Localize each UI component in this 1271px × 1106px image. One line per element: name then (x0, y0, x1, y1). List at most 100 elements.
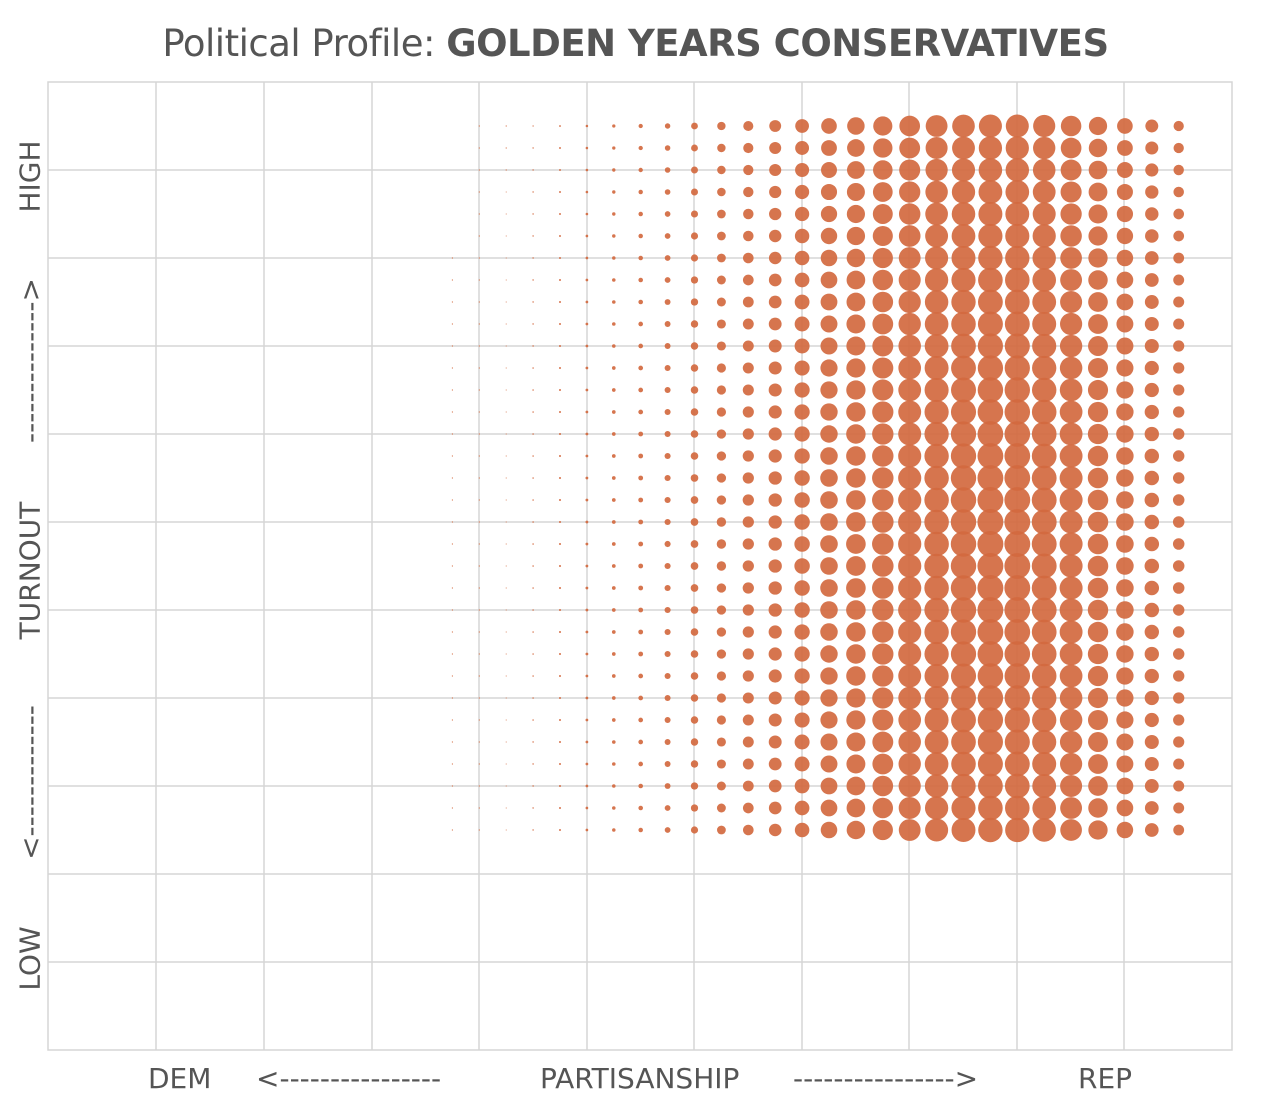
data-point (924, 356, 949, 380)
data-point (898, 334, 921, 358)
data-point (898, 488, 922, 512)
data-point (558, 740, 562, 744)
data-point (1144, 273, 1159, 287)
data-point (846, 183, 865, 201)
data-point (924, 685, 949, 711)
data-point (820, 381, 838, 399)
data-point (559, 829, 561, 831)
data-point (717, 143, 726, 153)
data-point (1173, 692, 1185, 704)
data-point (585, 542, 589, 546)
data-point (1117, 118, 1133, 134)
data-point (532, 543, 534, 545)
data-point (585, 212, 589, 216)
data-point (612, 806, 616, 810)
data-point (1032, 818, 1056, 842)
data-point (505, 543, 507, 545)
data-point (846, 578, 866, 598)
data-point (1116, 711, 1134, 729)
data-point (1173, 318, 1185, 330)
data-point (1173, 758, 1185, 770)
data-point (978, 795, 1003, 821)
data-point (1144, 823, 1159, 837)
data-point (1032, 333, 1057, 359)
data-point (977, 421, 1004, 447)
data-point (951, 355, 976, 381)
data-point (664, 365, 671, 371)
data-point (977, 333, 1003, 359)
data-point (925, 818, 949, 842)
data-point (924, 377, 949, 403)
data-point (872, 357, 894, 379)
data-point (795, 162, 810, 178)
data-point (899, 115, 921, 137)
data-point (768, 669, 782, 683)
data-point (716, 473, 727, 483)
data-point (820, 183, 838, 201)
data-point (611, 366, 616, 370)
data-point (794, 470, 810, 486)
data-point (1004, 729, 1030, 755)
data-point (742, 604, 754, 616)
data-point (1059, 708, 1083, 732)
data-point (451, 807, 453, 809)
data-point (585, 256, 589, 260)
dot-layer (451, 114, 1185, 843)
data-point (451, 697, 453, 699)
data-point (977, 575, 1004, 601)
data-point (451, 477, 453, 479)
data-point (794, 316, 810, 332)
data-point (1004, 751, 1030, 777)
data-point (899, 137, 921, 159)
data-point (532, 477, 534, 479)
data-point (768, 405, 782, 419)
data-point (612, 256, 616, 260)
data-point (794, 294, 810, 310)
data-point (1004, 553, 1031, 579)
data-point (794, 800, 810, 816)
chart-title: Political Profile: GOLDEN YEARS CONSERVA… (0, 22, 1271, 65)
data-point (451, 411, 453, 413)
data-point (505, 829, 507, 831)
data-point (717, 165, 726, 175)
data-point (951, 685, 976, 711)
data-point (743, 120, 754, 132)
data-point (1116, 359, 1134, 377)
data-point (716, 693, 727, 703)
data-point (716, 429, 727, 439)
data-point (638, 717, 644, 723)
data-point (821, 162, 837, 178)
data-point (924, 509, 949, 535)
data-point (478, 147, 480, 149)
data-point (768, 801, 782, 815)
data-point (505, 697, 507, 699)
data-point (872, 819, 893, 841)
data-point (846, 776, 866, 796)
data-point (898, 203, 921, 225)
data-point (1032, 752, 1057, 776)
x-axis-left-arrow: <---------------- (256, 1062, 442, 1095)
data-point (768, 757, 782, 771)
data-point (1060, 203, 1082, 225)
data-point (898, 510, 922, 534)
title-prefix: Political Profile: (162, 22, 435, 65)
data-point (977, 443, 1004, 469)
data-point (769, 163, 782, 177)
data-point (559, 191, 561, 193)
data-point (794, 734, 810, 750)
data-point (794, 404, 810, 420)
data-point (478, 279, 480, 281)
data-point (820, 337, 838, 355)
data-point (742, 516, 754, 528)
data-point (846, 600, 866, 620)
data-point (1031, 575, 1057, 601)
data-point (451, 279, 453, 281)
data-point (924, 663, 949, 689)
data-point (743, 164, 754, 176)
data-point (451, 367, 453, 369)
data-point (532, 433, 534, 435)
data-point (950, 509, 977, 535)
data-point (1173, 648, 1185, 660)
data-point (1087, 533, 1109, 555)
data-point (612, 212, 616, 216)
